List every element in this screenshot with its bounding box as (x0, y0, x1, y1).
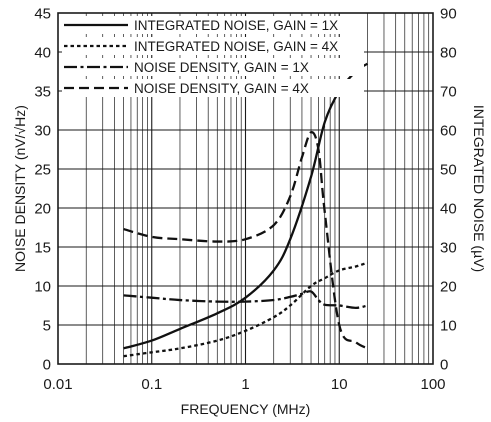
legend-bg (62, 16, 364, 34)
y-left-tick-label: 35 (34, 84, 51, 101)
y-right-tick-label: 70 (440, 84, 457, 101)
y-left-tick-label: 0 (43, 357, 51, 374)
x-tick-label: 1 (241, 376, 249, 393)
legend-bg (62, 37, 364, 55)
legend-bg (62, 58, 364, 76)
y-left-tick-label: 15 (34, 240, 51, 257)
y-right-tick-label: 50 (440, 162, 457, 179)
legend-label: NOISE DENSITY, GAIN = 4X (134, 81, 309, 96)
y-right-tick-label: 40 (440, 201, 457, 218)
y-axis-left-label: NOISE DENSITY (nV/√Hz) (12, 105, 28, 272)
x-axis-label: FREQUENCY (MHz) (181, 401, 311, 417)
y-left-tick-label: 25 (34, 162, 51, 179)
series-line-3 (123, 131, 369, 350)
y-left-tick-label: 40 (34, 45, 51, 62)
legend: INTEGRATED NOISE, GAIN = 1X INTEGRATED NO… (62, 16, 364, 97)
y-right-tick-label: 20 (440, 279, 457, 296)
legend-bg (62, 79, 364, 97)
ticks-layer: 0.01 0.1 1 10 100 0 5 10 15 20 25 30 35 40 45 0 10 20 30 40… (34, 6, 456, 394)
legend-label: INTEGRATED NOISE, GAIN = 1X (134, 18, 338, 33)
y-axis-right-label: INTEGRATED NOISE (µV) (471, 105, 487, 272)
y-right-tick-label: 80 (440, 45, 457, 62)
x-tick-label: 0.01 (43, 376, 72, 393)
legend-label: INTEGRATED NOISE, GAIN = 4X (134, 39, 338, 54)
x-tick-label: 10 (331, 376, 348, 393)
series-line-1 (123, 261, 368, 358)
y-left-tick-label: 5 (43, 318, 51, 335)
y-left-tick-label: 20 (34, 201, 51, 218)
series-line-2 (123, 290, 368, 309)
y-left-tick-label: 30 (34, 123, 51, 140)
legend-label: NOISE DENSITY, GAIN = 1X (134, 60, 309, 75)
y-right-tick-label: 90 (440, 6, 457, 23)
y-right-tick-label: 30 (440, 240, 457, 257)
plot-frame (57, 12, 434, 365)
y-left-tick-label: 10 (34, 279, 51, 296)
y-left-tick-label: 45 (34, 6, 51, 23)
x-tick-label: 0.1 (141, 376, 162, 393)
x-tick-label: 100 (420, 376, 445, 393)
y-right-tick-label: 0 (440, 357, 448, 374)
y-right-tick-label: 60 (440, 123, 457, 140)
y-right-tick-label: 10 (440, 318, 457, 335)
